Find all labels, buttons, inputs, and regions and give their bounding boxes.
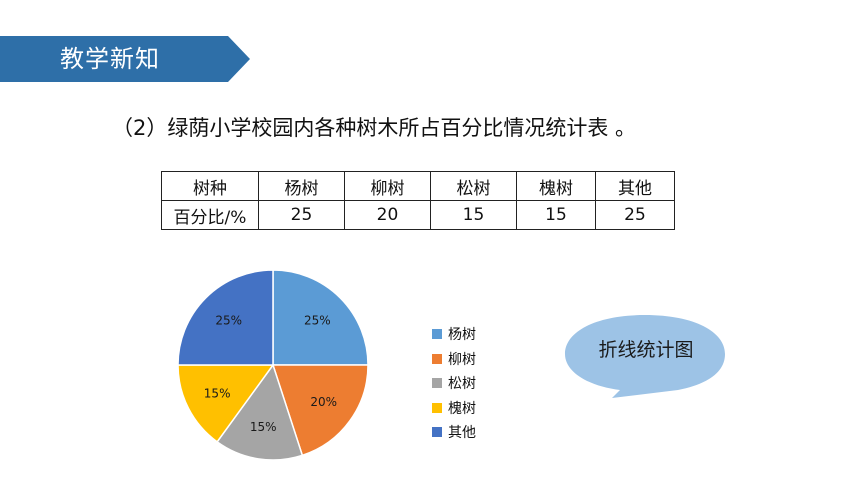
legend-item: 其他 (432, 420, 476, 445)
pie-slice (272, 269, 369, 366)
speech-bubble-shape (565, 315, 725, 398)
table-cell: 25 (258, 200, 345, 230)
legend-swatch (432, 329, 442, 340)
table-header-label: 树种 (161, 171, 259, 201)
pie-slice (177, 364, 275, 443)
legend-item: 柳树 (432, 347, 476, 372)
pie-slice (216, 363, 304, 461)
pie-chart: 25% 20% 15% 15% 25% (177, 269, 369, 461)
legend-swatch (432, 378, 442, 389)
page-title: 教学新知 (60, 45, 160, 73)
pie-slice-label: 25% (304, 314, 331, 328)
pie-slice-label: 25% (215, 314, 242, 328)
legend-label: 其他 (448, 425, 476, 442)
table-row: 百分比/% 25 20 15 15 25 (161, 200, 675, 230)
legend-swatch (432, 427, 442, 438)
legend-swatch (432, 402, 442, 413)
table-cell: 25 (595, 200, 675, 230)
legend-label: 松树 (448, 376, 476, 393)
table-row-label: 百分比/% (161, 200, 259, 230)
legend-swatch (432, 353, 442, 364)
table-title: （2）绿荫小学校园内各种树木所占百分比情况统计表 。 (112, 116, 637, 140)
table-header-row: 树种 杨树 柳树 松树 槐树 其他 (161, 171, 675, 201)
table-column-header: 其他 (595, 171, 675, 201)
table-column-header: 柳树 (344, 171, 431, 201)
legend-item: 杨树 (432, 322, 476, 347)
header-banner-shape (0, 36, 250, 82)
legend-label: 杨树 (448, 327, 476, 344)
speech-bubble (565, 315, 725, 398)
pie-slice-label: 15% (204, 386, 231, 400)
pie-slice-label: 20% (310, 395, 337, 409)
pie-slice (177, 269, 274, 366)
table-column-header: 松树 (430, 171, 517, 201)
table-column-header: 杨树 (258, 171, 345, 201)
pie-slice-label: 15% (250, 420, 277, 434)
pie-slice (271, 364, 369, 457)
legend-item: 松树 (432, 371, 476, 396)
table-cell: 15 (516, 200, 596, 230)
header-banner (0, 36, 250, 82)
legend-label: 柳树 (448, 351, 476, 368)
table-column-header: 槐树 (516, 171, 596, 201)
speech-bubble-label: 折线统计图 (598, 339, 694, 361)
table-cell: 20 (344, 200, 431, 230)
legend-label: 槐树 (448, 400, 476, 417)
chart-legend: 杨树柳树松树槐树其他 (432, 322, 476, 445)
legend-item: 槐树 (432, 396, 476, 421)
table-cell: 15 (430, 200, 517, 230)
data-table: 树种 杨树 柳树 松树 槐树 其他 百分比/% 25 20 15 15 25 (161, 171, 675, 230)
